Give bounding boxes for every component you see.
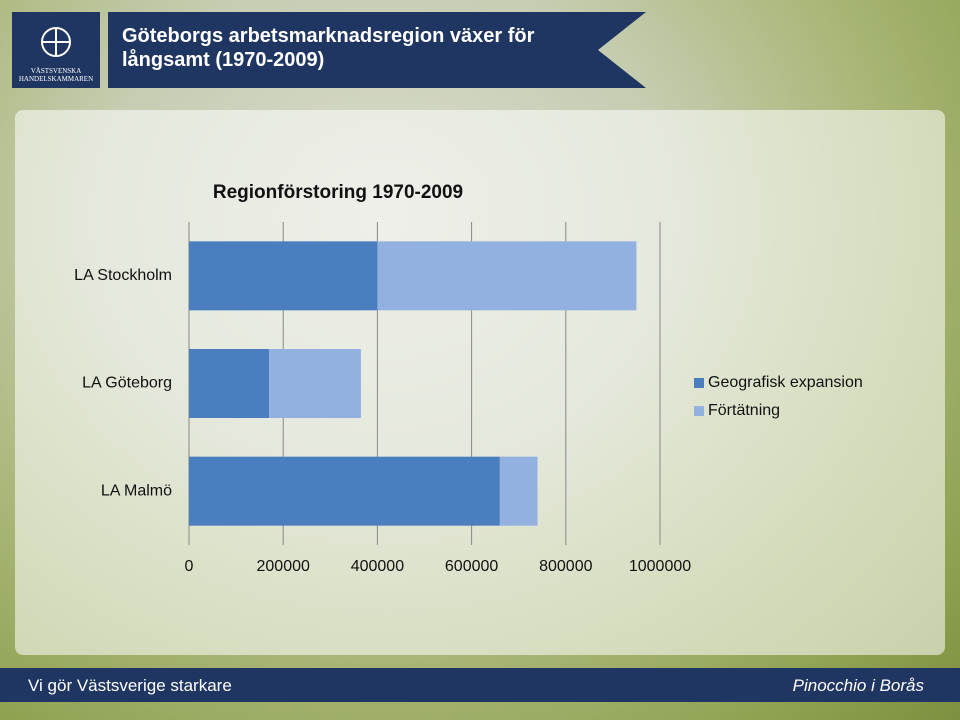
footer-right: Pinocchio i Borås (792, 676, 924, 695)
x-tick-label: 1000000 (629, 558, 691, 575)
x-tick-label: 800000 (539, 558, 592, 575)
header-shape (108, 12, 646, 88)
x-tick-label: 0 (185, 558, 194, 575)
y-tick-label: LA Malmö (101, 482, 172, 499)
legend-swatch (694, 406, 704, 416)
bar-segment (269, 349, 361, 418)
logo-box: VÄSTSVENSKA HANDELSKAMMAREN (12, 12, 100, 88)
legend-label: Förtätning (708, 402, 780, 419)
y-tick-label: LA Stockholm (74, 267, 172, 284)
chart-title: Regionförstoring 1970-2009 (213, 182, 463, 203)
bar-segment (189, 349, 270, 418)
legend-swatch (694, 378, 704, 388)
y-tick-label: LA Göteborg (82, 375, 172, 392)
legend-label: Geografisk expansion (708, 374, 863, 391)
footer-left: Vi gör Västsverige starkare (28, 676, 232, 695)
footer-bar (0, 668, 960, 702)
x-tick-label: 200000 (257, 558, 310, 575)
panel (15, 110, 945, 655)
logo-text: VÄSTSVENSKA HANDELSKAMMAREN (18, 67, 94, 83)
bar-segment (189, 456, 500, 526)
bar-segment (499, 456, 538, 526)
x-tick-label: 600000 (445, 558, 498, 575)
logo-icon (41, 27, 71, 57)
header-title: Göteborgs arbetsmarknadsregion växer för… (122, 25, 535, 71)
bar-segment (189, 241, 378, 311)
bar-segment (377, 241, 637, 311)
x-tick-label: 400000 (351, 558, 404, 575)
